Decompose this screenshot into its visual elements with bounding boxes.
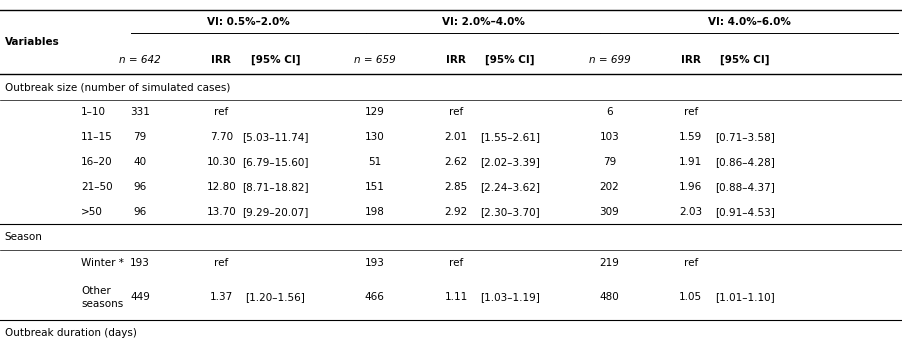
Text: [1.20–1.56]: [1.20–1.56] (245, 293, 305, 302)
Text: n = 699: n = 699 (588, 55, 630, 65)
Text: [6.79–15.60]: [6.79–15.60] (242, 157, 308, 167)
Text: 480: 480 (599, 293, 619, 302)
Text: [1.55–2.61]: [1.55–2.61] (480, 132, 539, 142)
Text: 198: 198 (364, 207, 384, 217)
Text: [0.71–3.58]: [0.71–3.58] (714, 132, 774, 142)
Text: 79: 79 (603, 157, 615, 167)
Text: 11–15: 11–15 (81, 132, 113, 142)
Text: 1.11: 1.11 (444, 293, 467, 302)
Text: 129: 129 (364, 108, 384, 117)
Text: Outbreak size (number of simulated cases): Outbreak size (number of simulated cases… (5, 82, 230, 92)
Text: n = 642: n = 642 (119, 55, 161, 65)
Text: 21–50: 21–50 (81, 182, 113, 192)
Text: 2.03: 2.03 (678, 207, 702, 217)
Text: 10.30: 10.30 (207, 157, 235, 167)
Text: 1.37: 1.37 (209, 293, 233, 302)
Text: 16–20: 16–20 (81, 157, 113, 167)
Text: [95% CI]: [95% CI] (485, 55, 534, 65)
Text: IRR: IRR (680, 55, 700, 65)
Text: [0.88–4.37]: [0.88–4.37] (714, 182, 774, 192)
Text: 466: 466 (364, 293, 384, 302)
Text: VI: 0.5%–2.0%: VI: 0.5%–2.0% (207, 18, 290, 27)
Text: [95% CI]: [95% CI] (251, 55, 299, 65)
Text: IRR: IRR (446, 55, 465, 65)
Text: [5.03–11.74]: [5.03–11.74] (242, 132, 308, 142)
Text: 2.01: 2.01 (444, 132, 467, 142)
Text: [9.29–20.07]: [9.29–20.07] (242, 207, 308, 217)
Text: [2.30–3.70]: [2.30–3.70] (480, 207, 539, 217)
Text: [2.24–3.62]: [2.24–3.62] (480, 182, 539, 192)
Text: [0.91–4.53]: [0.91–4.53] (714, 207, 774, 217)
Text: VI: 4.0%–6.0%: VI: 4.0%–6.0% (707, 18, 790, 27)
Text: 1.05: 1.05 (678, 293, 702, 302)
Text: ref: ref (683, 258, 697, 267)
Text: 309: 309 (599, 207, 619, 217)
Text: 51: 51 (368, 157, 381, 167)
Text: 6: 6 (605, 108, 612, 117)
Text: 96: 96 (133, 182, 146, 192)
Text: ref: ref (683, 108, 697, 117)
Text: 2.85: 2.85 (444, 182, 467, 192)
Text: 331: 331 (130, 108, 150, 117)
Text: 2.92: 2.92 (444, 207, 467, 217)
Text: Winter *: Winter * (81, 258, 124, 267)
Text: [1.03–1.19]: [1.03–1.19] (480, 293, 539, 302)
Text: 193: 193 (130, 258, 150, 267)
Text: >50: >50 (81, 207, 103, 217)
Text: 13.70: 13.70 (207, 207, 235, 217)
Text: 449: 449 (130, 293, 150, 302)
Text: 103: 103 (599, 132, 619, 142)
Text: ref: ref (448, 258, 463, 267)
Text: [8.71–18.82]: [8.71–18.82] (242, 182, 308, 192)
Text: n = 659: n = 659 (354, 55, 395, 65)
Text: 96: 96 (133, 207, 146, 217)
Text: 151: 151 (364, 182, 384, 192)
Text: 1–10: 1–10 (81, 108, 106, 117)
Text: [1.01–1.10]: [1.01–1.10] (714, 293, 774, 302)
Text: 130: 130 (364, 132, 384, 142)
Text: 219: 219 (599, 258, 619, 267)
Text: VI: 2.0%–4.0%: VI: 2.0%–4.0% (441, 18, 524, 27)
Text: ref: ref (448, 108, 463, 117)
Text: 1.96: 1.96 (678, 182, 702, 192)
Text: Outbreak duration (days): Outbreak duration (days) (5, 328, 136, 338)
Text: 1.91: 1.91 (678, 157, 702, 167)
Text: Variables: Variables (5, 37, 60, 47)
Text: 79: 79 (133, 132, 146, 142)
Text: 193: 193 (364, 258, 384, 267)
Text: 7.70: 7.70 (209, 132, 233, 142)
Text: 12.80: 12.80 (207, 182, 235, 192)
Text: 40: 40 (133, 157, 146, 167)
Text: [0.86–4.28]: [0.86–4.28] (714, 157, 774, 167)
Text: 2.62: 2.62 (444, 157, 467, 167)
Text: IRR: IRR (211, 55, 231, 65)
Text: ref: ref (214, 258, 228, 267)
Text: [2.02–3.39]: [2.02–3.39] (480, 157, 539, 167)
Text: Other
seasons: Other seasons (81, 286, 124, 308)
Text: ref: ref (214, 108, 228, 117)
Text: 202: 202 (599, 182, 619, 192)
Text: [95% CI]: [95% CI] (720, 55, 769, 65)
Text: 1.59: 1.59 (678, 132, 702, 142)
Text: Season: Season (5, 232, 42, 242)
